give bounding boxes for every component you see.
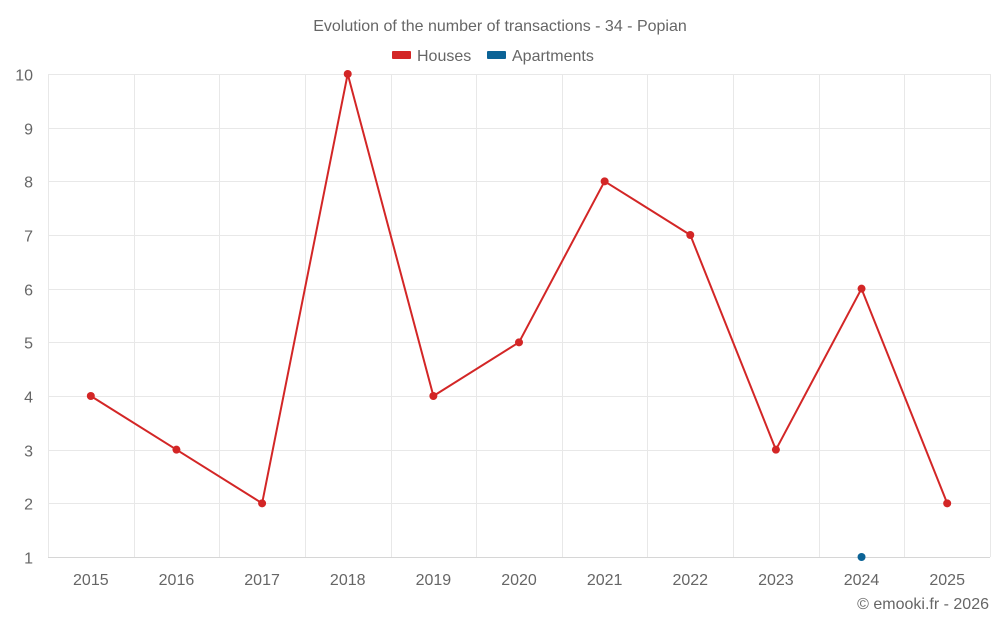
- data-point-houses[interactable]: [600, 177, 609, 186]
- x-axis-ticks: 2015 2016 2017 2018 2019 2020 2021 2022 2023 2024…: [73, 572, 965, 589]
- x-tick-label: 2017: [244, 572, 280, 589]
- x-tick-label: 2018: [330, 572, 366, 589]
- data-point-houses[interactable]: [771, 445, 780, 454]
- y-gridlines: [48, 74, 990, 504]
- y-tick-label: 6: [24, 283, 33, 300]
- legend-label-apartments: Apartments: [512, 48, 594, 65]
- y-tick-label: 5: [24, 336, 33, 353]
- x-tick-label: 2022: [672, 572, 708, 589]
- y-tick-label: 8: [24, 175, 33, 192]
- data-point-houses[interactable]: [857, 284, 866, 293]
- legend: Houses Apartments: [392, 48, 594, 65]
- series-apartments: [857, 553, 866, 561]
- y-tick-label: 10: [15, 68, 33, 85]
- credit-text: © emooki.fr - 2026: [857, 596, 989, 613]
- x-tick-label: 2016: [159, 572, 195, 589]
- data-point-houses[interactable]: [429, 392, 438, 400]
- data-point-apartments[interactable]: [857, 553, 866, 561]
- y-tick-label: 1: [24, 551, 33, 568]
- chart-title: Evolution of the number of transactions …: [313, 18, 687, 35]
- series-layer: [86, 70, 952, 561]
- y-tick-label: 9: [24, 122, 33, 139]
- data-point-houses[interactable]: [943, 499, 952, 508]
- legend-item-apartments[interactable]: Apartments: [487, 48, 594, 65]
- legend-label-houses: Houses: [417, 48, 471, 65]
- y-tick-label: 4: [24, 390, 33, 407]
- data-point-houses[interactable]: [258, 499, 267, 508]
- series-houses: [86, 70, 952, 508]
- x-tick-label: 2024: [844, 572, 880, 589]
- data-point-houses[interactable]: [172, 445, 181, 454]
- x-tick-label: 2021: [587, 572, 623, 589]
- legend-swatch-apartments: [487, 51, 506, 59]
- x-tick-label: 2020: [501, 572, 537, 589]
- x-tick-label: 2019: [416, 572, 452, 589]
- y-axis-ticks: 1 2 3 4 5 6 7 8 9 10: [15, 68, 33, 568]
- data-point-houses[interactable]: [515, 338, 523, 347]
- x-tick-label: 2015: [73, 572, 109, 589]
- data-point-houses[interactable]: [686, 231, 695, 239]
- y-tick-label: 7: [24, 229, 33, 246]
- x-tick-label: 2023: [758, 572, 794, 589]
- y-tick-label: 2: [24, 497, 33, 514]
- x-gridlines: [48, 74, 991, 557]
- data-point-houses[interactable]: [86, 392, 95, 400]
- legend-item-houses[interactable]: Houses: [392, 48, 471, 65]
- legend-swatch-houses: [392, 51, 411, 59]
- y-tick-label: 3: [24, 444, 33, 461]
- x-tick-label: 2025: [929, 572, 965, 589]
- data-point-houses[interactable]: [343, 70, 352, 78]
